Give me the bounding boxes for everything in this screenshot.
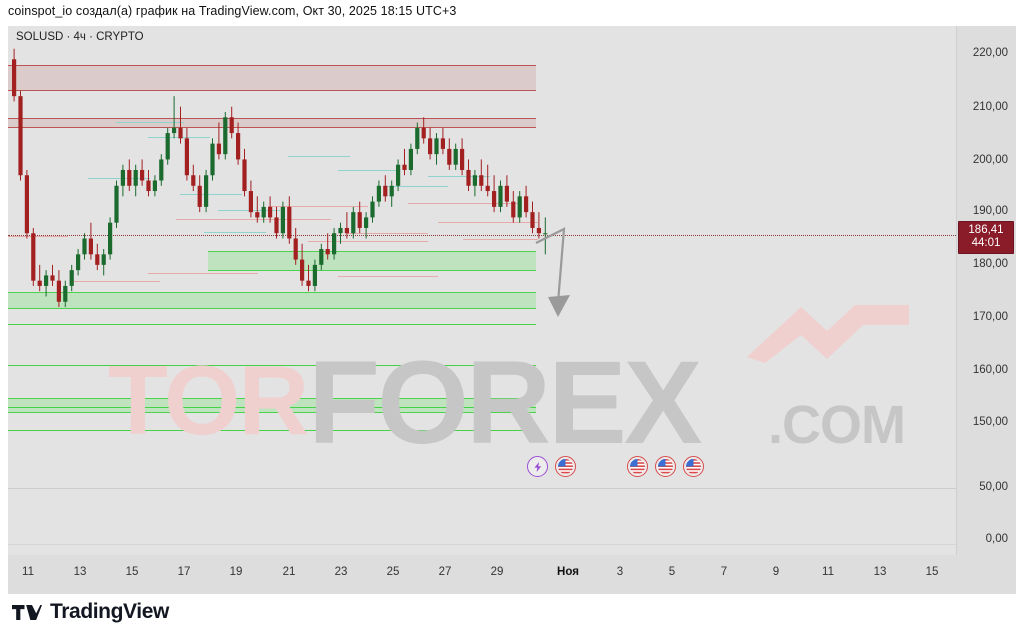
time-tick: 11 bbox=[22, 566, 34, 578]
us-flag-glyph bbox=[686, 459, 701, 474]
price-tick: 0,00 bbox=[985, 533, 1008, 545]
time-tick: 9 bbox=[772, 566, 780, 578]
price-tick: 160,00 bbox=[972, 364, 1008, 376]
price-tick: 190,00 bbox=[972, 205, 1008, 217]
tradingview-wordmark: TradingView bbox=[50, 600, 169, 623]
symbol-label[interactable]: SOLUSD · 4ч · CRYPTO bbox=[16, 31, 144, 43]
time-tick: 15 bbox=[925, 566, 939, 578]
bar-countdown-timer: 44:01 bbox=[971, 237, 1001, 249]
price-scale[interactable]: 220,00 210,00 200,00 190,00 180,00 170,0… bbox=[956, 26, 1016, 555]
time-tick: 13 bbox=[873, 566, 887, 578]
time-tick: 27 bbox=[438, 566, 452, 578]
current-price-badge: 186,41 44:01 bbox=[958, 221, 1014, 254]
price-tick: 150,00 bbox=[972, 416, 1008, 428]
time-tick: 7 bbox=[720, 566, 728, 578]
target-line bbox=[338, 170, 400, 171]
time-tick: 13 bbox=[73, 566, 87, 578]
bolt-glyph bbox=[534, 461, 541, 472]
target-line bbox=[180, 194, 242, 195]
price-tick: 50,00 bbox=[979, 481, 1008, 493]
level-line bbox=[348, 233, 428, 234]
candlestick-series bbox=[12, 48, 548, 308]
chart-plot-area[interactable]: TOR FOREX .COM bbox=[8, 26, 956, 555]
price-tick: 220,00 bbox=[972, 47, 1008, 59]
support-line-2 bbox=[8, 365, 536, 366]
target-line bbox=[428, 176, 490, 177]
level-line bbox=[148, 273, 258, 274]
price-tick: 210,00 bbox=[972, 101, 1008, 113]
support-zone-lower bbox=[8, 398, 536, 413]
support-line-3 bbox=[8, 407, 536, 408]
us-flag-icon[interactable] bbox=[655, 456, 676, 477]
level-line bbox=[8, 236, 68, 237]
time-tick: 21 bbox=[282, 566, 296, 578]
level-line bbox=[338, 276, 438, 277]
support-zone-upper bbox=[208, 251, 536, 271]
gridline bbox=[8, 544, 956, 545]
target-line bbox=[204, 232, 266, 233]
time-tick: 29 bbox=[490, 566, 504, 578]
target-line bbox=[116, 122, 184, 123]
price-scale-divider bbox=[956, 26, 957, 594]
target-line bbox=[386, 186, 448, 187]
down-arrow-annotation[interactable] bbox=[528, 221, 588, 331]
us-flag-glyph bbox=[658, 459, 673, 474]
support-line-4 bbox=[8, 430, 536, 431]
target-line bbox=[288, 156, 350, 157]
target-line bbox=[88, 178, 150, 179]
time-tick: 11 bbox=[822, 566, 834, 578]
time-tick: 3 bbox=[616, 566, 624, 578]
tradingview-logo: TradingView bbox=[12, 600, 169, 624]
current-price-line bbox=[8, 235, 956, 236]
level-line bbox=[438, 222, 538, 223]
level-line bbox=[408, 203, 518, 204]
price-tick: 170,00 bbox=[972, 311, 1008, 323]
support-line-1 bbox=[8, 324, 536, 325]
time-tick: 25 bbox=[386, 566, 400, 578]
current-price-value: 186,41 bbox=[968, 224, 1004, 236]
us-flag-icon[interactable] bbox=[627, 456, 648, 477]
time-tick: 23 bbox=[334, 566, 348, 578]
pane-separator bbox=[8, 488, 956, 489]
tradingview-mark-icon bbox=[12, 604, 42, 620]
time-scale[interactable]: 11 13 15 17 19 21 23 25 27 29 Ноя 3 5 7 … bbox=[8, 555, 1016, 594]
time-tick: 5 bbox=[668, 566, 676, 578]
chart-caption: coinspot_io создал(а) график на TradingV… bbox=[8, 4, 457, 18]
resistance-zone-lower bbox=[8, 118, 536, 128]
level-line bbox=[268, 206, 368, 207]
level-line bbox=[463, 239, 538, 240]
us-flag-icon[interactable] bbox=[555, 456, 576, 477]
chart-frame: TOR FOREX .COM bbox=[8, 26, 1016, 594]
time-tick: 17 bbox=[177, 566, 191, 578]
us-flag-icon[interactable] bbox=[683, 456, 704, 477]
time-tick-month: Ноя bbox=[557, 566, 579, 578]
time-tick: 15 bbox=[125, 566, 139, 578]
time-tick: 19 bbox=[229, 566, 243, 578]
us-flag-glyph bbox=[558, 459, 573, 474]
bolt-icon[interactable] bbox=[527, 456, 548, 477]
support-zone-mid bbox=[8, 292, 536, 309]
level-line bbox=[70, 281, 160, 282]
us-flag-glyph bbox=[630, 459, 645, 474]
level-line bbox=[308, 241, 428, 242]
price-tick: 180,00 bbox=[972, 258, 1008, 270]
price-tick: 200,00 bbox=[972, 154, 1008, 166]
resistance-zone-upper bbox=[8, 65, 536, 91]
level-line bbox=[176, 219, 331, 220]
